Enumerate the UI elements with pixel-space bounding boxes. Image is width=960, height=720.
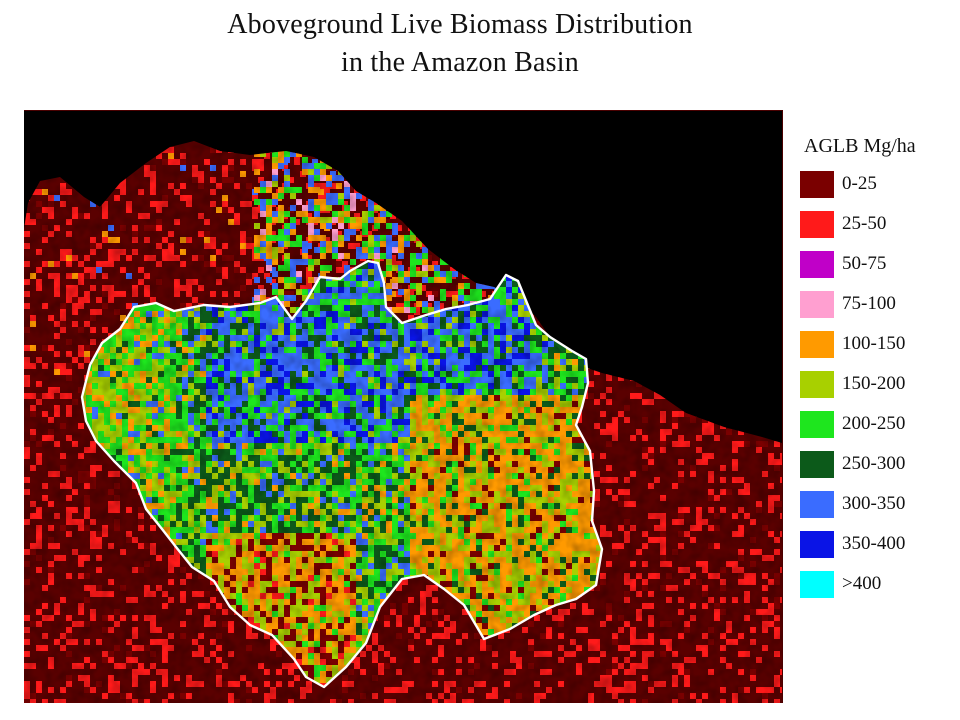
legend-swatch: [800, 250, 834, 278]
legend-label: 100-150: [842, 333, 906, 354]
legend-swatch: [800, 210, 834, 238]
legend-label: 200-250: [842, 413, 906, 434]
legend-item: >400: [800, 570, 950, 598]
map-title: Aboveground Live Biomass Distribution in…: [0, 6, 920, 82]
legend-label: 350-400: [842, 533, 906, 554]
legend-item: 250-300: [800, 450, 950, 478]
legend-label: 75-100: [842, 293, 896, 314]
legend-swatch: [800, 290, 834, 318]
legend-item: 100-150: [800, 330, 950, 358]
legend-label: 300-350: [842, 493, 906, 514]
legend-item: 25-50: [800, 210, 950, 238]
legend-swatch: [800, 530, 834, 558]
legend-item: 150-200: [800, 370, 950, 398]
legend-swatch: [800, 330, 834, 358]
biomass-map: [24, 110, 783, 703]
legend-swatch: [800, 370, 834, 398]
legend-swatch: [800, 490, 834, 518]
legend-item: 50-75: [800, 250, 950, 278]
legend-label: 50-75: [842, 253, 887, 274]
legend-swatch: [800, 570, 834, 598]
legend-swatch: [800, 170, 834, 198]
legend-label: 150-200: [842, 373, 906, 394]
legend-item: 75-100: [800, 290, 950, 318]
legend-title: AGLB Mg/ha: [804, 135, 916, 157]
title-line-1: Aboveground Live Biomass Distribution: [227, 9, 693, 40]
legend-item: 0-25: [800, 170, 950, 198]
map-canvas: [24, 111, 782, 703]
legend-swatch: [800, 450, 834, 478]
legend-label: >400: [842, 573, 882, 594]
legend-label: 250-300: [842, 453, 906, 474]
legend-item: 300-350: [800, 490, 950, 518]
legend-label: 25-50: [842, 213, 887, 234]
legend-item: 200-250: [800, 410, 950, 438]
legend-label: 0-25: [842, 173, 877, 194]
title-line-2: in the Amazon Basin: [341, 47, 579, 78]
legend-swatch: [800, 410, 834, 438]
legend-item: 350-400: [800, 530, 950, 558]
legend: AGLB Mg/ha 0-25 25-50 50-75 75-100 100-150 15…: [800, 134, 950, 610]
amazon-basin-boundary: [80, 259, 604, 689]
